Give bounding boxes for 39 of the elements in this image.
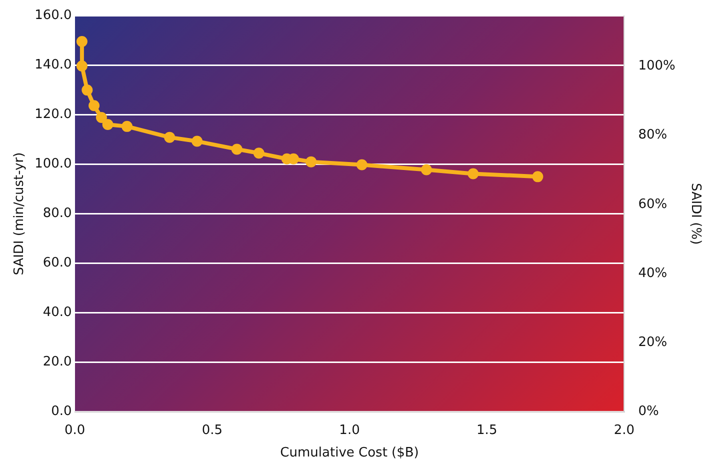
x-tick-label: 0.5 (202, 422, 223, 438)
point (122, 120, 133, 132)
point (420, 164, 432, 176)
y-tick-label: 60.0 (42, 256, 72, 271)
point (306, 156, 317, 168)
y-tick-label: 160.0 (34, 8, 72, 24)
point (356, 159, 368, 170)
y-tick-label: 0.0 (51, 404, 72, 420)
point (253, 148, 264, 159)
y-tick-label: 80.0 (42, 206, 72, 222)
point (76, 60, 88, 72)
x-tick-label: 1.0 (339, 422, 360, 438)
y2-tick-label: 80% (638, 128, 668, 143)
point (231, 144, 242, 155)
y2-tick-label: 100% (638, 58, 676, 74)
point (82, 84, 93, 96)
point (88, 100, 100, 112)
y-tick-label: 40.0 (42, 305, 72, 320)
point (192, 136, 203, 147)
x-tick-label: 2.0 (614, 422, 635, 438)
y-tick-label: 20.0 (42, 354, 72, 370)
y2-axis-title: SAIDI (%) (688, 182, 703, 245)
y2-tick-label: 40% (638, 266, 668, 281)
point (532, 171, 544, 182)
x-tick-label: 1.5 (476, 422, 498, 438)
y-tick-label: 120.0 (34, 107, 72, 122)
y-tick-label: 100.0 (34, 156, 72, 172)
y2-tick-label: 60% (638, 196, 668, 212)
point (468, 168, 479, 180)
point (76, 36, 88, 48)
y-tick-label: 140.0 (34, 58, 72, 73)
point (96, 112, 107, 124)
y2-tick-label: 0% (638, 404, 659, 420)
x-axis-title: Cumulative Cost ($B) (280, 446, 419, 461)
x-tick-label: 0.0 (64, 422, 86, 438)
point (102, 118, 114, 130)
point (164, 132, 176, 143)
y2-tick-label: 20% (638, 335, 668, 350)
y-axis-title: SAIDI (min/cust-yr) (12, 152, 28, 276)
